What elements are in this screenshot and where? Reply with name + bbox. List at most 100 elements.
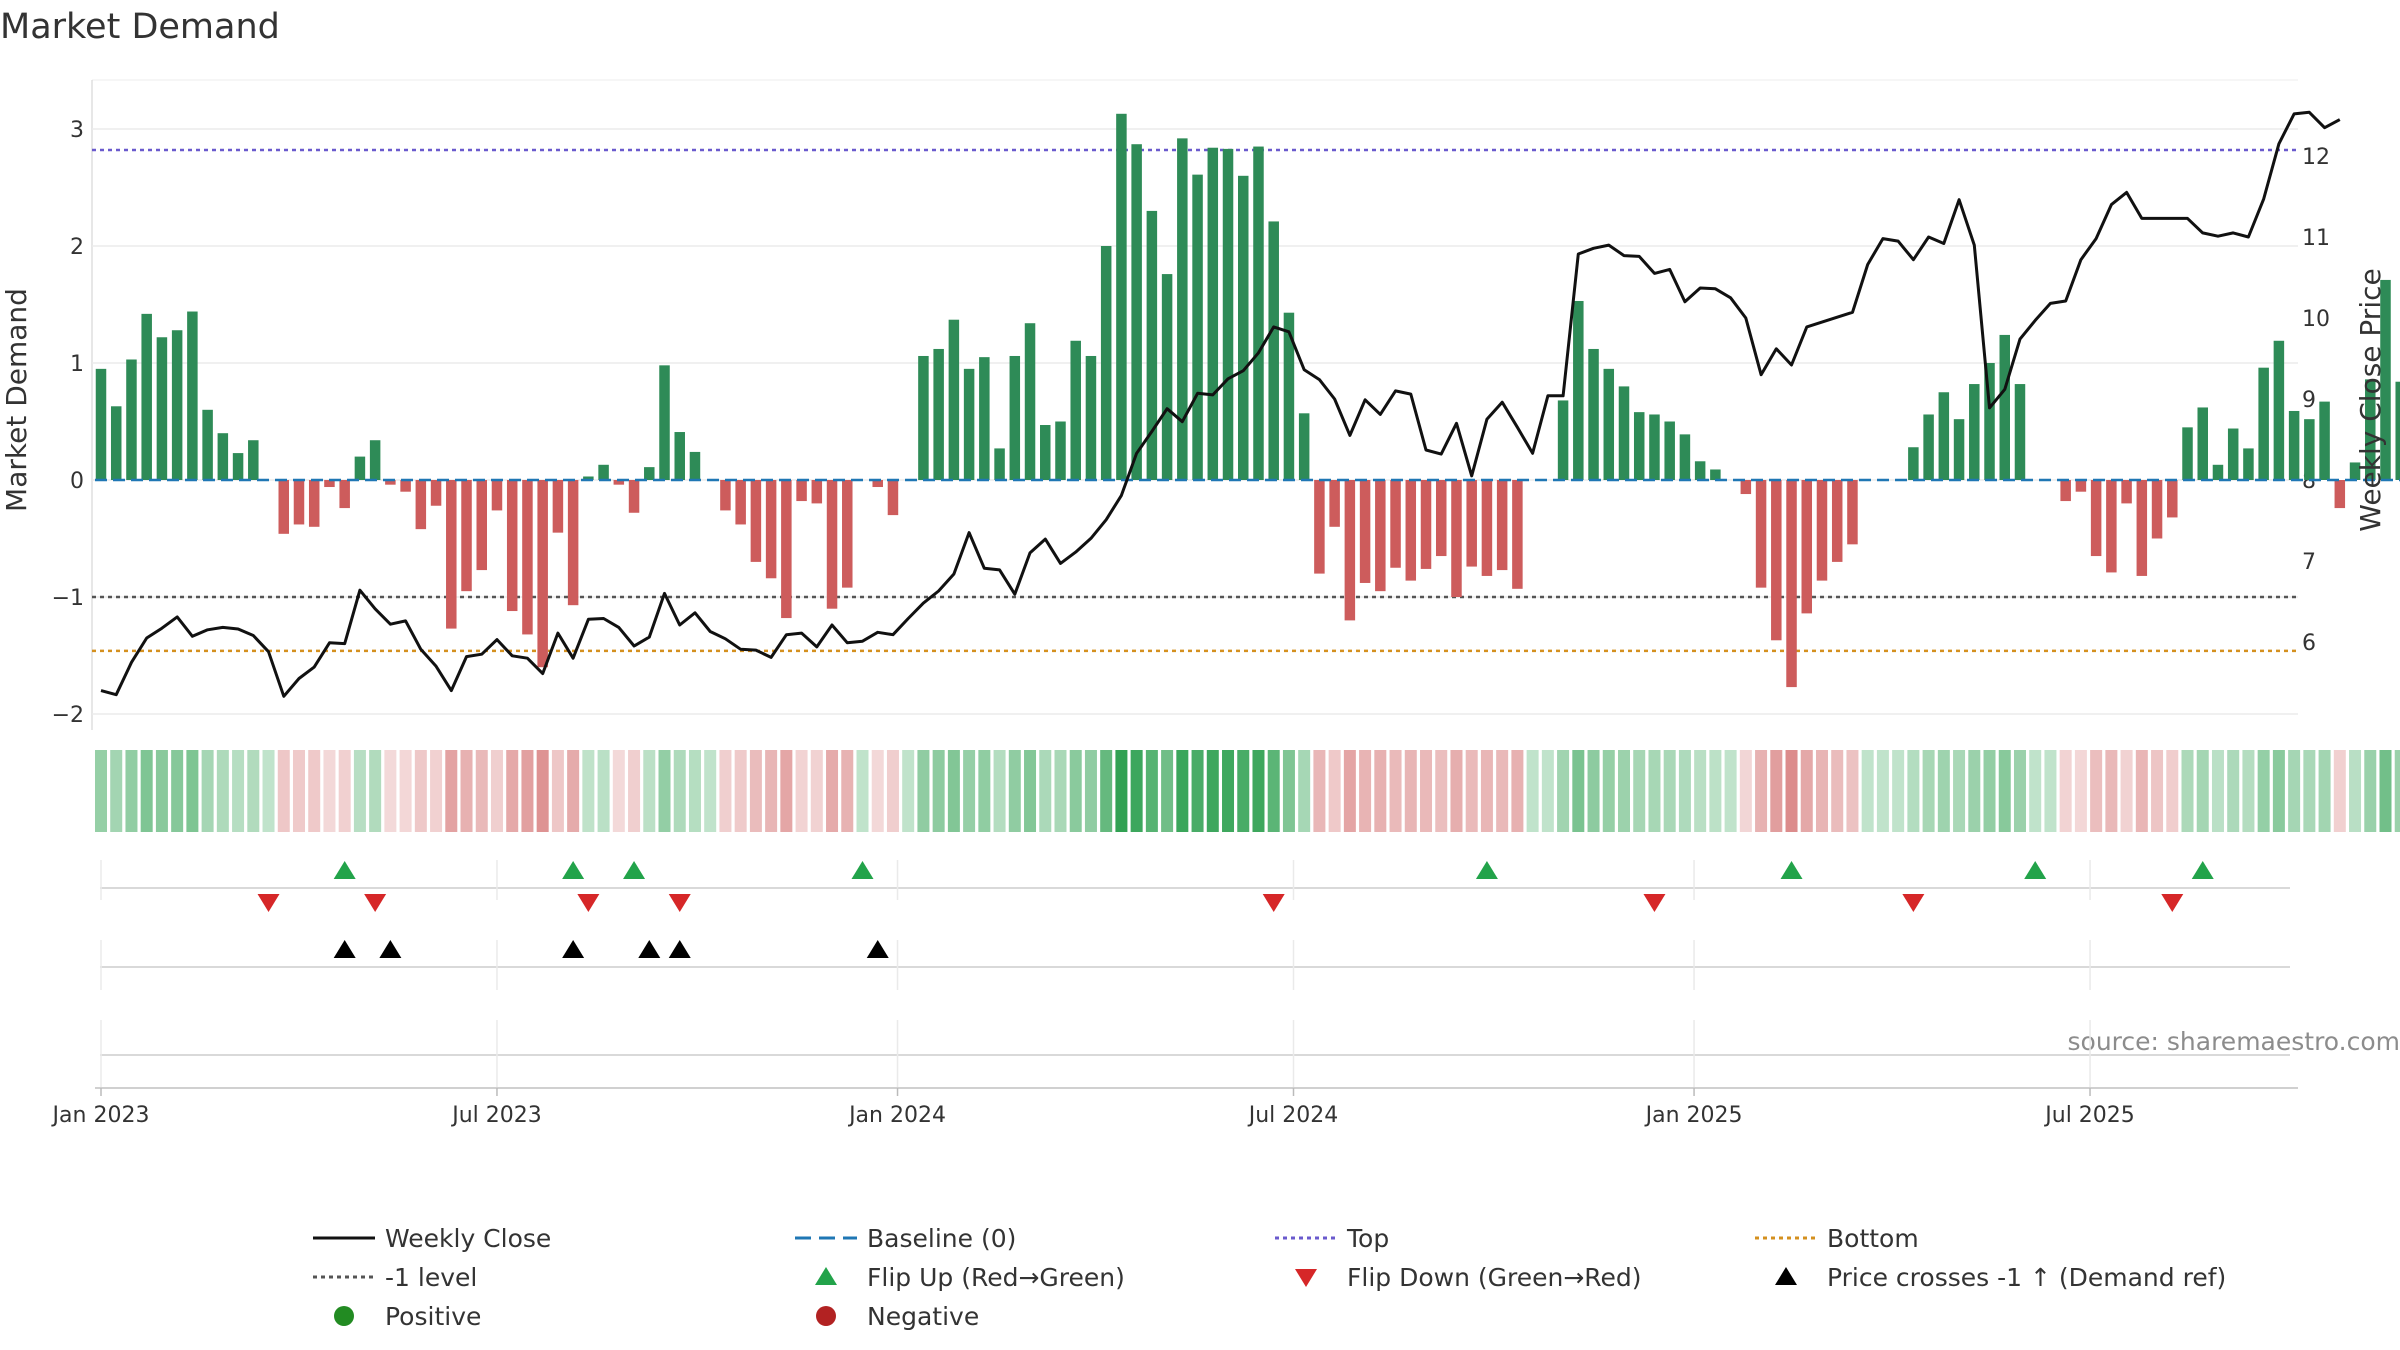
negative-demand-bar xyxy=(887,480,899,516)
price-cross-marker xyxy=(638,940,661,958)
heat-strip-cell xyxy=(917,750,930,832)
negative-demand-bar xyxy=(613,480,625,485)
heat-strip-cell xyxy=(2272,750,2285,832)
heat-strip-cell xyxy=(125,750,138,832)
heat-strip-cell xyxy=(1115,750,1128,832)
negative-demand-bar xyxy=(811,480,823,504)
heat-strip-cell xyxy=(734,750,747,832)
x-tick-label: Jan 2024 xyxy=(847,1103,946,1128)
heat-strip-cell xyxy=(384,750,397,832)
legend-item: Price crosses -1 ↑ (Demand ref) xyxy=(1775,1263,2226,1292)
heat-strip-cell xyxy=(1968,750,1981,832)
heat-strip-cell xyxy=(536,750,549,832)
x-tick-label: Jan 2023 xyxy=(51,1103,150,1128)
x-axis: Jan 2023 Jul 2023 Jan 2024 Jul 2024 Jan 2025… xyxy=(51,1087,2298,1128)
negative-demand-bar xyxy=(1329,480,1340,527)
demand-heat-strip xyxy=(95,750,2400,832)
heat-strip-cell xyxy=(1526,750,1539,832)
positive-demand-bar xyxy=(1070,340,1081,480)
heat-strip-cell xyxy=(856,750,869,832)
negative-demand-bar xyxy=(1405,480,1417,581)
flip-down-marker xyxy=(1902,894,1925,912)
heat-strip-cell xyxy=(1054,750,1067,832)
heat-strip-cell xyxy=(2135,750,2148,832)
demand-bars xyxy=(95,113,2400,688)
negative-demand-bar xyxy=(628,480,640,513)
heat-strip-cell xyxy=(521,750,534,832)
heat-strip-cell xyxy=(886,750,899,832)
heat-strip-cell xyxy=(749,750,762,832)
heat-strip-cell xyxy=(1328,750,1341,832)
heat-strip-cell xyxy=(871,750,884,832)
positive-demand-bar xyxy=(1953,419,1965,480)
legend: Weekly Close Baseline (0) Top Bottom -1 leve… xyxy=(313,1224,2226,1331)
heat-strip-cell xyxy=(1785,750,1798,832)
legend-swatch xyxy=(815,1267,837,1285)
heat-strip-cell xyxy=(2120,750,2133,832)
positive-demand-bar xyxy=(1938,392,1950,480)
heat-strip-cell xyxy=(2211,750,2224,832)
y2-tick-label: 11 xyxy=(2302,226,2330,251)
y2-tick-label: 6 xyxy=(2302,631,2316,656)
legend-item: Weekly Close xyxy=(313,1224,551,1253)
legend-item: Baseline (0) xyxy=(795,1224,1016,1253)
heat-strip-cell xyxy=(1557,750,1570,832)
heat-strip-cell xyxy=(1145,750,1158,832)
flip-down-marker xyxy=(1262,894,1285,912)
heat-strip-cell xyxy=(155,750,168,832)
heat-strip-cell xyxy=(506,750,519,832)
flip-up-marker xyxy=(562,861,585,879)
negative-demand-bar xyxy=(826,480,838,609)
weekly-close-line xyxy=(100,110,2341,698)
heat-strip-cell xyxy=(2181,750,2194,832)
positive-demand-bar xyxy=(217,433,229,480)
positive-demand-bar xyxy=(1573,300,1584,480)
positive-demand-bar xyxy=(1557,400,1569,480)
positive-demand-bar xyxy=(2243,448,2254,480)
flip-down-marker xyxy=(668,894,691,912)
positive-demand-bar xyxy=(2365,379,2376,480)
heat-strip-cell xyxy=(1815,750,1828,832)
source-text: source: sharemaestro.com xyxy=(2068,1027,2400,1056)
heat-strip-cell xyxy=(1389,750,1402,832)
positive-demand-bar xyxy=(994,448,1005,480)
flip-up-marker xyxy=(2191,861,2214,879)
positive-demand-bar xyxy=(1603,368,1615,480)
positive-demand-bar xyxy=(95,368,107,480)
positive-demand-bar xyxy=(979,357,990,480)
positive-demand-bar xyxy=(1085,355,1097,480)
heat-strip-cell xyxy=(1511,750,1524,832)
positive-demand-bar xyxy=(141,313,152,480)
legend-item: Bottom xyxy=(1755,1224,1919,1253)
negative-demand-bar xyxy=(476,480,487,571)
heat-strip-cell xyxy=(338,750,351,832)
heat-strip-cell xyxy=(353,750,366,832)
positive-demand-bar xyxy=(689,451,701,480)
heat-strip-cell xyxy=(902,750,915,832)
heat-strip-cell xyxy=(262,750,275,832)
legend-label: Positive xyxy=(385,1302,481,1331)
negative-demand-bar xyxy=(1390,480,1401,568)
y-tick-label: −1 xyxy=(52,586,84,611)
heat-strip-cell xyxy=(460,750,473,832)
negative-demand-bar xyxy=(1755,480,1767,588)
legend-swatch xyxy=(334,1306,354,1326)
heat-strip-cell xyxy=(1892,750,1905,832)
heat-strip-cell xyxy=(1907,750,1920,832)
flip-panel xyxy=(100,861,2290,912)
positive-demand-bar xyxy=(1009,355,1021,480)
negative-demand-bar xyxy=(765,480,777,579)
heat-strip-cell xyxy=(1846,750,1859,832)
positive-demand-bar xyxy=(171,330,183,480)
negative-demand-bar xyxy=(430,480,442,506)
negative-demand-bar xyxy=(2060,480,2071,502)
positive-demand-bar xyxy=(1984,363,1995,480)
positive-demand-bar xyxy=(232,453,244,480)
heat-strip-cell xyxy=(2059,750,2072,832)
positive-demand-bar xyxy=(2349,462,2361,480)
heat-strip-cell xyxy=(2166,750,2179,832)
heat-strip-cell xyxy=(1298,750,1311,832)
heat-strip-cell xyxy=(201,750,214,832)
positive-demand-bar xyxy=(1633,412,1645,480)
negative-demand-bar xyxy=(491,480,503,511)
